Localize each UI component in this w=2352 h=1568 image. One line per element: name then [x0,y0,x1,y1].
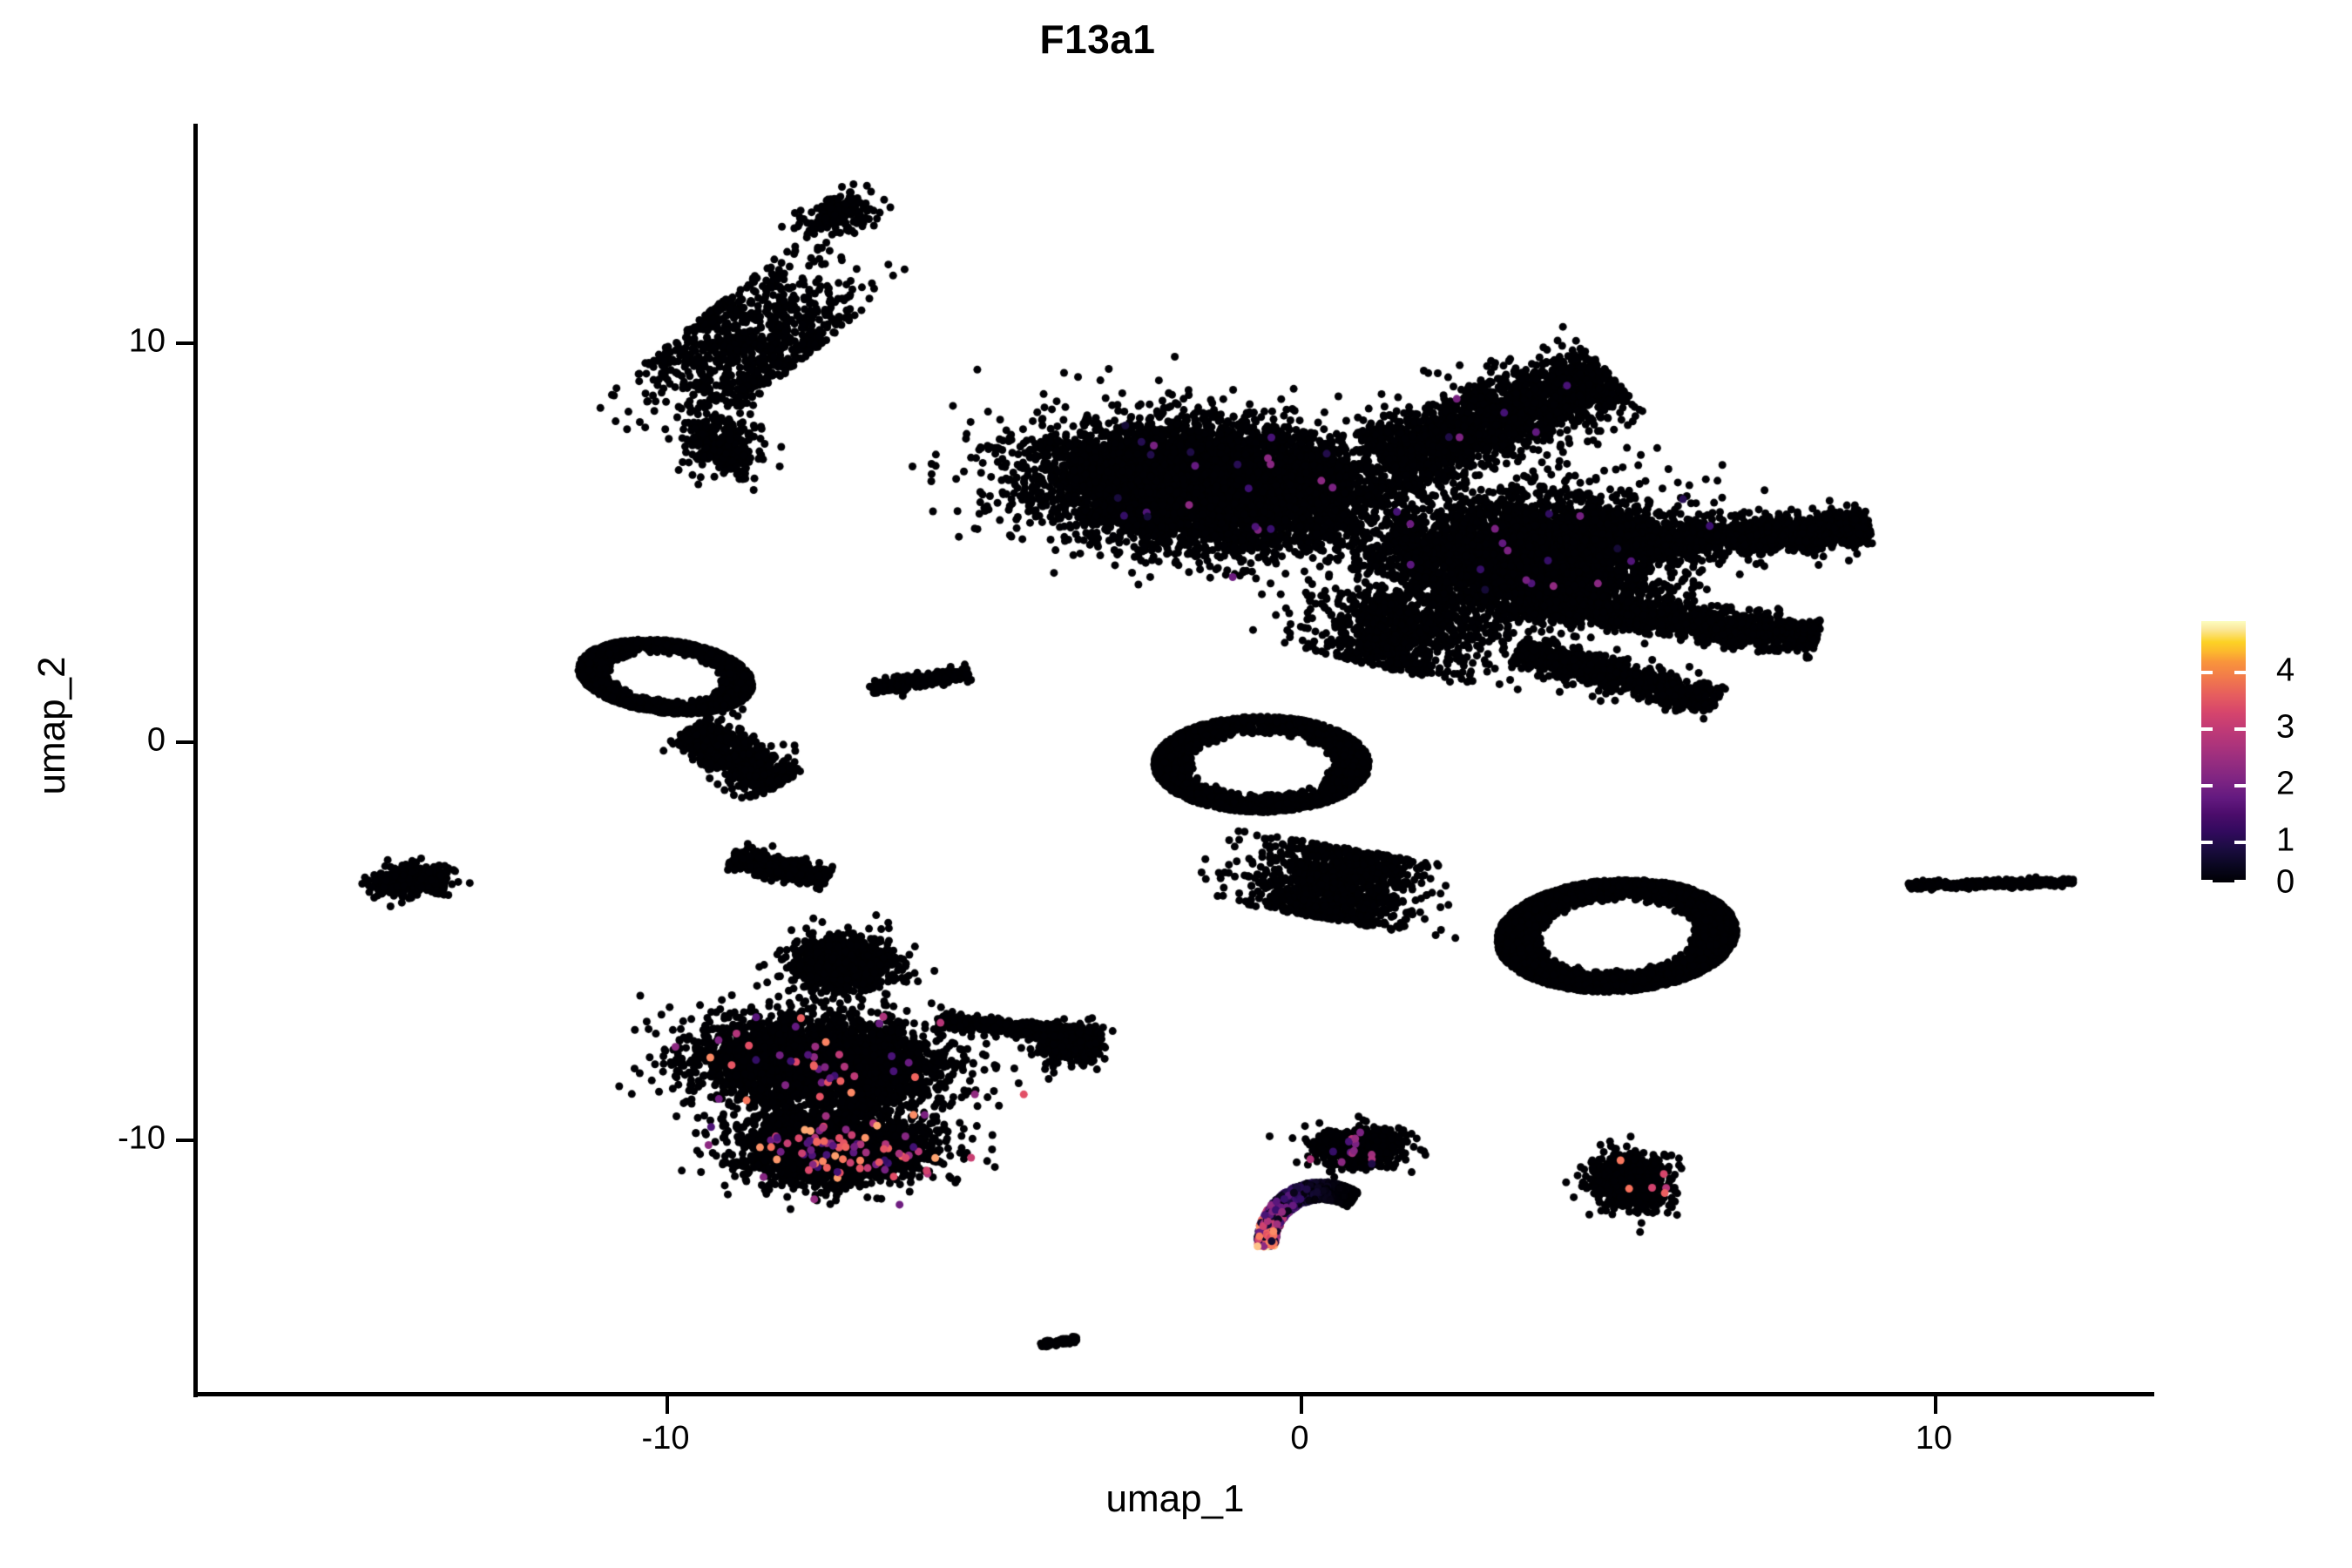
y-tick-label-0: 0 [146,721,166,759]
colorbar-tick-4-left [2201,671,2213,674]
colorbar-tick-0-right [2234,880,2246,883]
colorbar-label-0: 0 [2276,863,2295,901]
plot-panel [196,124,2154,1394]
page-title: F13a1 [1039,17,1156,62]
colorbar-gradient [2201,621,2246,882]
x-axis-title: umap_1 [1105,1477,1245,1520]
y-tick-mark-0 [176,740,193,744]
colorbar-tick-3-left [2201,727,2213,731]
y-axis-line [193,124,198,1397]
colorbar-tick-4-right [2234,671,2246,674]
y-tick-label-10: 10 [128,322,166,360]
scatter-plot-canvas [196,124,2154,1394]
colorbar-tick-2-left [2201,784,2213,787]
colorbar-tick-1-left [2201,841,2213,844]
colorbar-label-1: 1 [2276,821,2295,859]
colorbar-label-4: 4 [2276,652,2295,689]
colorbar-label-2: 2 [2276,765,2295,802]
y-tick-mark--10 [176,1139,193,1142]
x-tick-label-10: 10 [1915,1420,1953,1456]
x-tick-mark-10 [1934,1396,1937,1414]
colorbar-tick-1-right [2234,841,2246,844]
x-tick-label-0: 0 [1290,1420,1309,1456]
colorbar-tick-2-right [2234,784,2246,787]
x-tick-mark--10 [666,1396,669,1414]
colorbar-label-3: 3 [2276,708,2295,746]
colorbar-tick-3-right [2234,727,2246,731]
x-tick-mark-0 [1300,1396,1303,1414]
y-tick-mark-10 [176,341,193,345]
colorbar-tick-0-left [2201,880,2213,883]
x-axis-line [193,1392,2154,1396]
y-tick-label--10: -10 [118,1119,166,1157]
colorbar-legend: 4 3 2 1 0 [2201,621,2332,901]
x-tick-label--10: -10 [641,1420,690,1456]
y-axis-title: umap_2 [30,656,73,795]
